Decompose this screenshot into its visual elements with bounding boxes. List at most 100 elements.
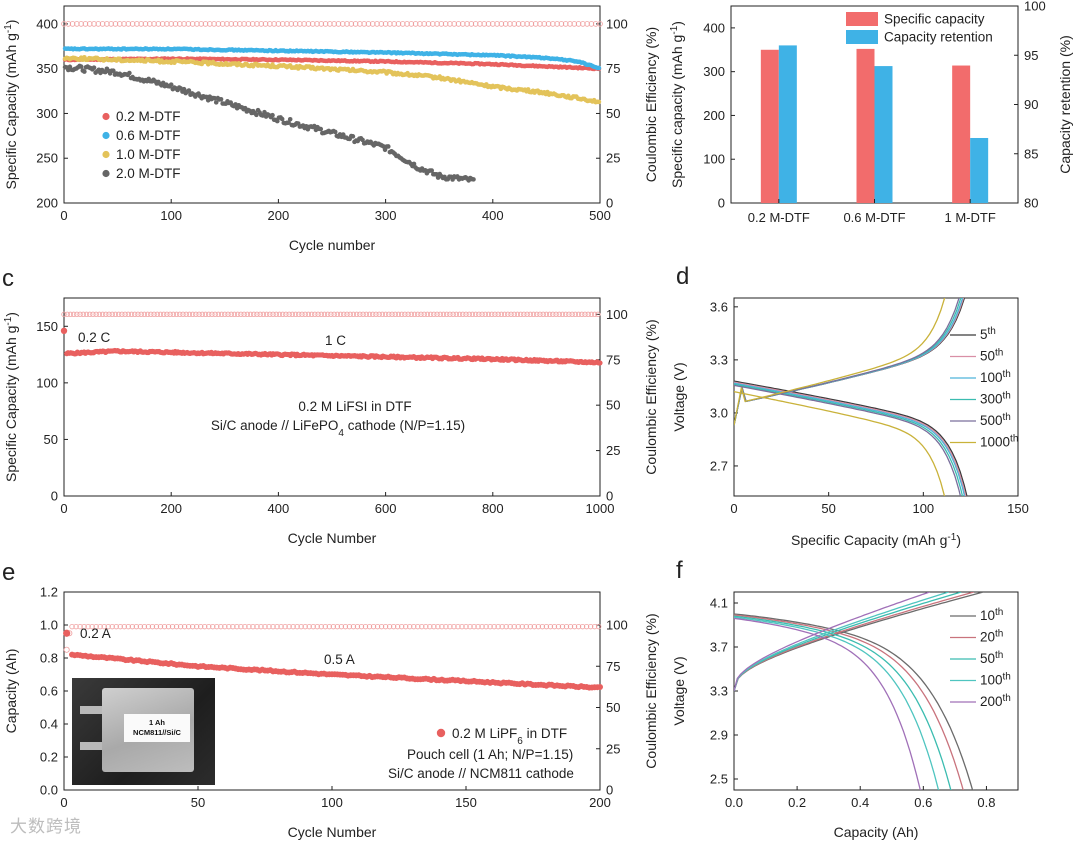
ce-point bbox=[327, 21, 333, 27]
panel-c-y2-tick-label: 75 bbox=[606, 352, 620, 367]
ce-point bbox=[185, 21, 192, 27]
ce-point bbox=[418, 311, 424, 318]
ce-point bbox=[331, 311, 337, 318]
ce-point bbox=[177, 311, 183, 318]
discharge-curve bbox=[734, 384, 962, 496]
ce-point bbox=[463, 623, 469, 630]
panel-b-category-label: 1 M-DTF bbox=[945, 210, 996, 225]
panel-e-x-tick-label: 150 bbox=[455, 795, 477, 810]
ce-point bbox=[292, 311, 299, 318]
ce-point bbox=[69, 21, 76, 27]
capacity-point bbox=[332, 129, 338, 135]
ce-point bbox=[460, 311, 466, 318]
panel-a-y2-tick-label: 25 bbox=[606, 151, 620, 166]
rate-label: 1 C bbox=[325, 333, 346, 348]
charge-curve bbox=[734, 298, 966, 426]
ce-point bbox=[154, 311, 160, 318]
charge-curve bbox=[734, 298, 965, 426]
cell-label-line: NCM811//Si/C bbox=[133, 728, 181, 737]
panel-e-xlabel: Cycle Number bbox=[288, 824, 377, 840]
capacity-point bbox=[350, 134, 356, 139]
ce-point bbox=[194, 21, 200, 27]
legend-label: 0.6 M-DTF bbox=[116, 128, 181, 143]
ce-point bbox=[314, 623, 320, 630]
ce-point bbox=[153, 623, 160, 630]
ce-point bbox=[492, 311, 498, 318]
ce-point bbox=[475, 623, 481, 630]
capacity-point bbox=[168, 82, 174, 87]
rate-label: 0.5 A bbox=[324, 652, 355, 667]
ce-point bbox=[423, 623, 429, 630]
panel-e-capacity-points bbox=[63, 629, 603, 691]
ce-point bbox=[498, 311, 505, 318]
panel-c-y2-tick-label: 0 bbox=[606, 489, 613, 504]
ce-point bbox=[112, 311, 119, 318]
panel-c-y-tick-label: 150 bbox=[36, 319, 58, 334]
ce-point bbox=[358, 623, 365, 630]
ce-point bbox=[382, 21, 389, 27]
ce-point bbox=[585, 311, 591, 318]
capacity-point bbox=[60, 327, 68, 335]
ce-point bbox=[121, 623, 127, 630]
ce-point bbox=[550, 21, 556, 27]
panel-b-y2-tick-label: 80 bbox=[1024, 196, 1038, 211]
capacity-point bbox=[127, 70, 132, 76]
ce-point bbox=[595, 623, 602, 630]
ce-point bbox=[318, 311, 324, 318]
ce-point bbox=[532, 21, 539, 27]
panel-e-y-tick-label: 0.4 bbox=[40, 717, 58, 732]
ce-point bbox=[225, 311, 231, 318]
ce-point bbox=[318, 623, 324, 630]
ce-point bbox=[338, 623, 345, 630]
ce-point bbox=[583, 623, 590, 630]
capacity-point bbox=[212, 95, 217, 101]
ce-point bbox=[520, 21, 526, 27]
ce-point bbox=[386, 623, 393, 630]
ce-point bbox=[299, 311, 305, 318]
ce-point bbox=[455, 623, 461, 630]
ce-point bbox=[125, 311, 132, 318]
ce-point bbox=[419, 623, 425, 630]
ce-point bbox=[251, 311, 257, 318]
ce-point bbox=[181, 21, 187, 27]
ce-point bbox=[241, 21, 247, 27]
ce-point bbox=[119, 311, 125, 318]
panel-b-y-tick-label: 300 bbox=[703, 64, 725, 79]
ce-point bbox=[289, 311, 296, 318]
panel-e-y2label: Coulombic Efficiency (%) bbox=[643, 613, 659, 768]
panel-c-y2-tick-label: 25 bbox=[606, 443, 620, 458]
ce-point bbox=[437, 311, 443, 318]
ce-point bbox=[112, 21, 119, 27]
discharge-curve bbox=[734, 380, 968, 496]
rate-label: 0.2 C bbox=[78, 330, 111, 345]
ce-point bbox=[563, 623, 570, 630]
ce-point bbox=[61, 311, 67, 318]
ce-point bbox=[206, 311, 212, 318]
panel-c-y-tick-label: 0 bbox=[51, 489, 58, 504]
ce-point bbox=[587, 623, 594, 630]
ce-point bbox=[199, 311, 205, 318]
ce-point bbox=[250, 623, 256, 630]
panel-c-x-tick-label: 200 bbox=[160, 501, 182, 516]
ce-point bbox=[315, 311, 321, 318]
ce-point bbox=[82, 21, 89, 27]
capacity-point bbox=[82, 69, 87, 74]
ce-point bbox=[241, 311, 247, 318]
bar-specific-capacity bbox=[856, 48, 875, 203]
ce-point bbox=[209, 311, 215, 318]
panel-a-frame bbox=[63, 5, 601, 204]
panel-a-series-1 bbox=[62, 46, 602, 71]
ce-point bbox=[427, 311, 434, 318]
ce-point bbox=[434, 311, 440, 318]
ce-point bbox=[189, 311, 196, 318]
ce-point bbox=[489, 311, 495, 318]
ce-point bbox=[176, 21, 183, 27]
panel-c-y-tick-label: 100 bbox=[36, 375, 58, 390]
ce-point bbox=[477, 21, 483, 27]
ce-point bbox=[591, 623, 598, 630]
ce-point bbox=[485, 21, 492, 27]
panel-e-y2-tick-label: 75 bbox=[606, 659, 620, 674]
ce-point bbox=[547, 623, 554, 630]
ce-point bbox=[322, 21, 329, 27]
ce-point bbox=[322, 623, 328, 630]
